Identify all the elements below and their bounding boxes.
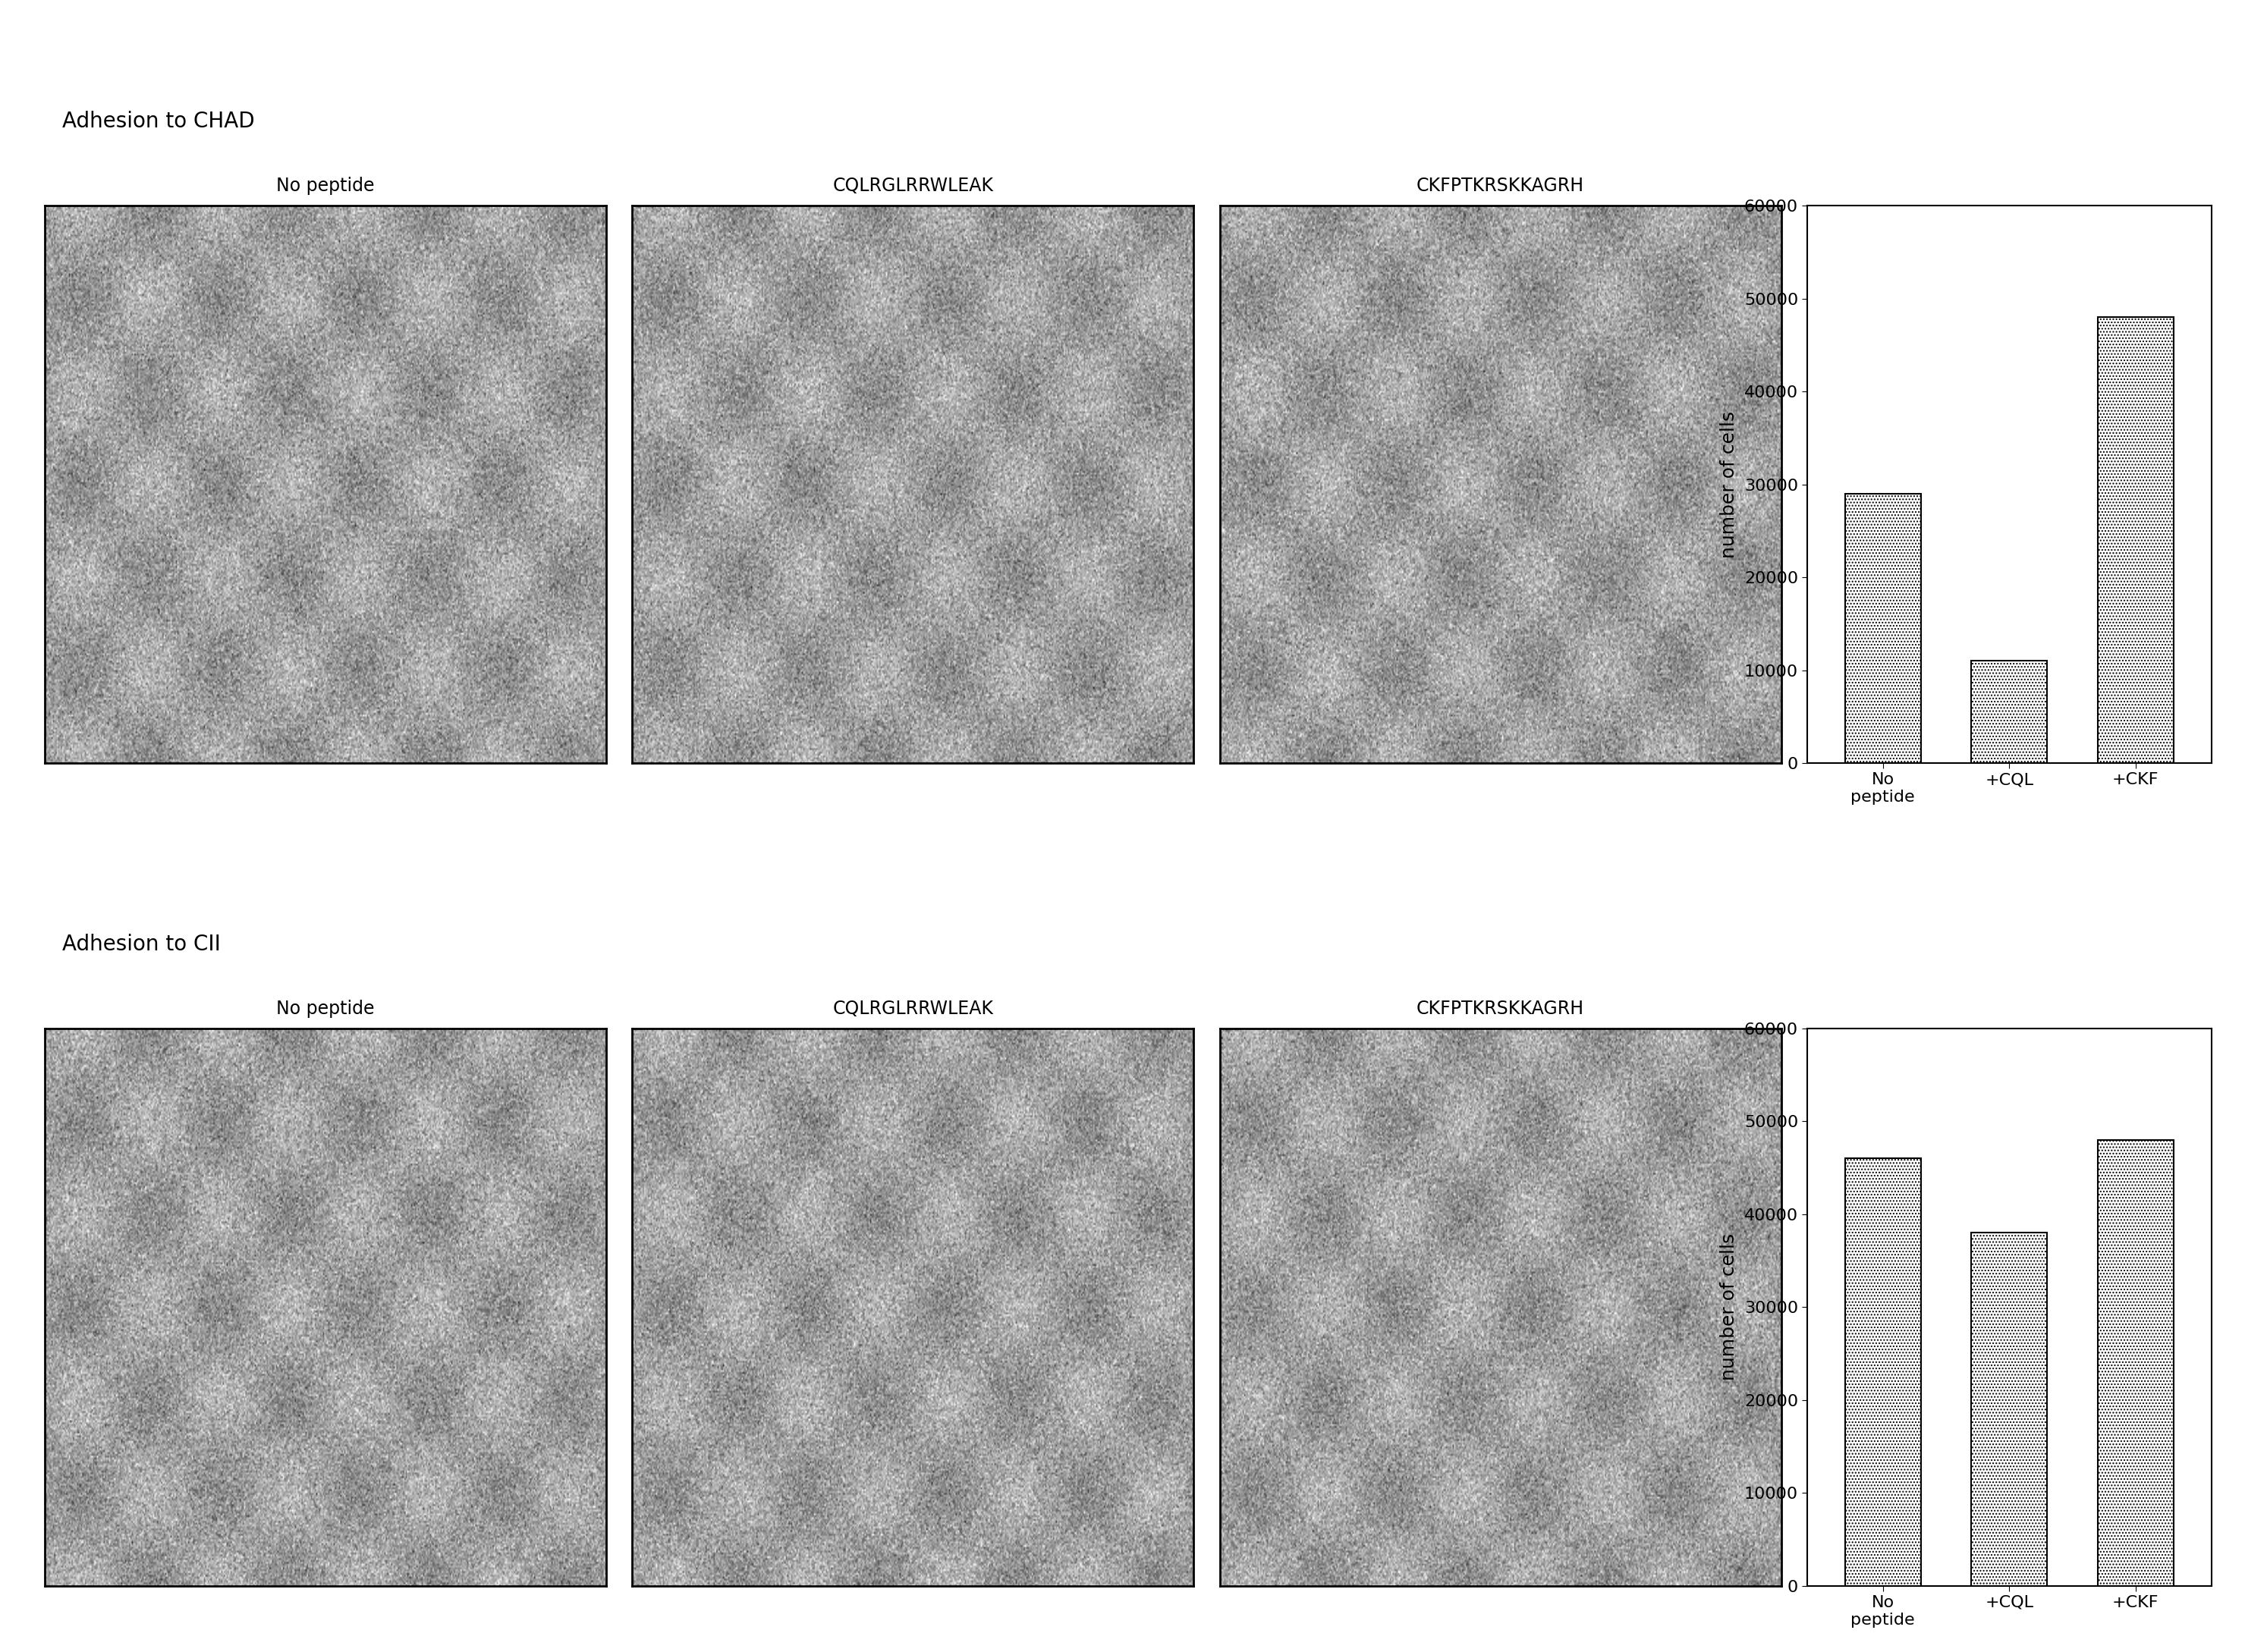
Bar: [1971, 1232, 2047, 1586]
Y-axis label: number of cells: number of cells: [1720, 411, 1738, 558]
Text: CQLRGLRRWLEAK: CQLRGLRRWLEAK: [833, 177, 992, 195]
Text: CQLRGLRRWLEAK: CQLRGLRRWLEAK: [833, 999, 992, 1018]
Bar: [1971, 661, 2047, 763]
Text: No peptide: No peptide: [276, 999, 375, 1018]
Text: Adhesion to CII: Adhesion to CII: [63, 933, 220, 955]
Text: CKFPTKRSKKAGRH: CKFPTKRSKKAGRH: [1417, 177, 1585, 195]
Bar: [1845, 494, 1922, 763]
Bar: [2097, 1140, 2173, 1586]
Bar: [2097, 317, 2173, 763]
Bar: [1845, 1158, 1922, 1586]
Text: No peptide: No peptide: [276, 177, 375, 195]
Text: CKFPTKRSKKAGRH: CKFPTKRSKKAGRH: [1417, 999, 1585, 1018]
Text: Adhesion to CHAD: Adhesion to CHAD: [63, 111, 254, 132]
Y-axis label: number of cells: number of cells: [1720, 1234, 1738, 1381]
